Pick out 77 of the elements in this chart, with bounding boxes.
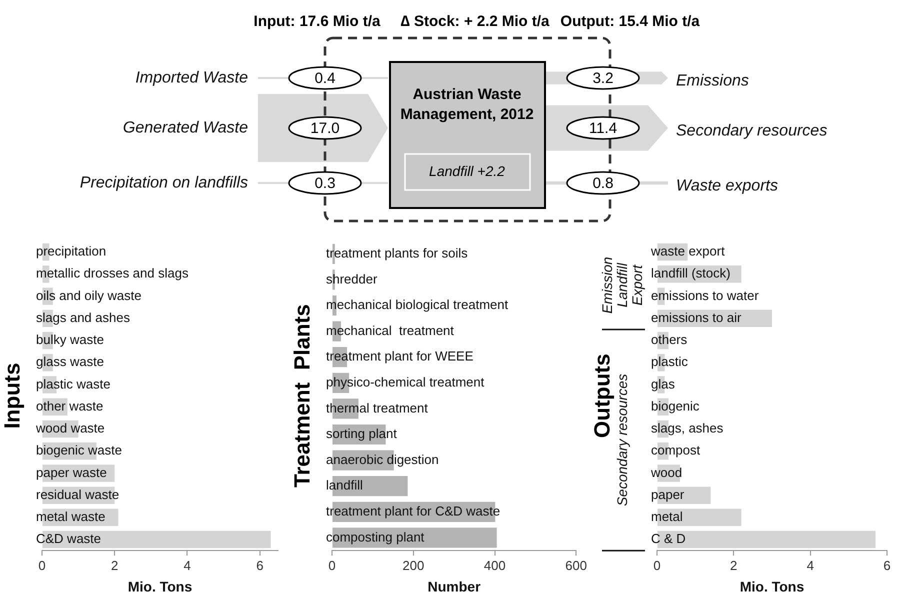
y-tick-label: slags, ashes bbox=[651, 420, 724, 436]
y-tick-label: metal bbox=[651, 509, 683, 524]
category-label: Emissions bbox=[676, 72, 749, 90]
y-tick-label: shredder bbox=[326, 271, 378, 286]
x-tick-label: 4 bbox=[184, 558, 191, 573]
y-tick-label: wood bbox=[650, 464, 682, 480]
y-tick-label: plastic bbox=[651, 354, 688, 370]
y-tick-label: compost bbox=[651, 442, 701, 458]
y-axis-title: Inputs bbox=[0, 362, 24, 429]
x-axis-title: Number bbox=[428, 578, 482, 594]
x-tick-label: 4 bbox=[806, 558, 814, 573]
x-tick-label: 400 bbox=[484, 558, 506, 573]
category-label: Precipitation on landfills bbox=[80, 174, 248, 192]
y-tick-label: C&D waste bbox=[36, 531, 102, 546]
x-tick-label: 6 bbox=[256, 558, 264, 573]
y-tick-label: emissions to air bbox=[651, 310, 742, 325]
y-tick-label: treatment plants for soils bbox=[326, 245, 468, 260]
data-label: 0.8 bbox=[592, 175, 614, 192]
x-tick-label: 2 bbox=[730, 558, 738, 573]
y-tick-label: glass waste bbox=[36, 354, 104, 370]
y-tick-label: sorting plant bbox=[326, 426, 398, 442]
text: Landfill +2.2 bbox=[429, 162, 506, 179]
category-label: Secondary resources bbox=[676, 122, 828, 140]
y-tick-label: paper waste bbox=[36, 464, 107, 480]
y-tick-label: oils and oily waste bbox=[36, 288, 142, 303]
x-tick-label: 0 bbox=[653, 558, 661, 573]
x-tick-label: 6 bbox=[883, 558, 891, 573]
category-label: Generated Waste bbox=[122, 119, 248, 136]
y-tick-label: treatment plant for C&D waste bbox=[326, 503, 500, 518]
data-label: 3.2 bbox=[592, 70, 614, 88]
x-axis-title: Mio. Tons bbox=[128, 578, 192, 594]
text: Austrian Waste Management, 2012 bbox=[400, 86, 534, 124]
y-tick-label: mechanical treatment bbox=[326, 322, 454, 338]
text: Emission Landfill Export bbox=[598, 256, 645, 314]
y-tick-label: anaerobic digestion bbox=[326, 452, 439, 467]
x-tick-label: 600 bbox=[565, 558, 588, 573]
y-tick-label: glas bbox=[651, 376, 676, 392]
y-tick-label: composting plant bbox=[326, 529, 425, 544]
y-tick-label: other waste bbox=[36, 398, 104, 414]
y-tick-label: landfill (stock) bbox=[651, 266, 730, 281]
category-label: Waste exports bbox=[676, 177, 778, 194]
y-tick-label: others bbox=[651, 332, 688, 348]
y-axis-title: Treatment Plants bbox=[289, 304, 314, 488]
text: Output: 15.4 Mio t/a bbox=[560, 13, 700, 30]
category-label: Imported Waste bbox=[135, 69, 248, 86]
y-tick-label: slags and ashes bbox=[36, 310, 130, 325]
data-label: 17.0 bbox=[310, 120, 340, 138]
x-axis-title: Mio. Tons bbox=[740, 578, 804, 594]
y-tick-label: thermal treatment bbox=[326, 400, 428, 416]
text: Input: 17.6 Mio t/a bbox=[254, 13, 381, 30]
y-tick-label: treatment plant for WEEE bbox=[326, 348, 474, 364]
y-tick-label: emissions to water bbox=[651, 288, 760, 303]
y-tick-label: waste export bbox=[650, 244, 726, 259]
text: ∆ Stock: + 2.2 Mio t/a bbox=[400, 13, 550, 30]
y-tick-label: plastic waste bbox=[36, 376, 110, 392]
y-tick-label: physico-chemical treatment bbox=[326, 374, 485, 390]
y-tick-label: precipitation bbox=[36, 244, 106, 259]
text: Secondary resources bbox=[614, 374, 630, 506]
y-tick-label: metallic drosses and slags bbox=[36, 266, 189, 281]
x-tick-label: 0 bbox=[38, 558, 46, 573]
y-tick-label: mechanical biological treatment bbox=[326, 297, 508, 312]
y-tick-label: landfill bbox=[326, 478, 363, 493]
y-tick-label: biogenic bbox=[651, 398, 700, 414]
x-tick-label: 200 bbox=[402, 558, 424, 573]
y-tick-label: bulky waste bbox=[36, 332, 104, 348]
y-tick-label: metal waste bbox=[36, 509, 106, 524]
y-tick-label: biogenic waste bbox=[36, 442, 122, 458]
x-tick-label: 0 bbox=[328, 558, 336, 573]
y-tick-label: wood waste bbox=[35, 420, 105, 436]
y-axis-title: Outputs bbox=[589, 354, 614, 438]
data-label: 11.4 bbox=[588, 120, 618, 138]
x-tick-label: 2 bbox=[111, 558, 118, 573]
y-tick-label: paper bbox=[651, 486, 685, 502]
y-tick-label: C & D bbox=[651, 531, 686, 546]
data-label: 0.3 bbox=[314, 175, 336, 192]
y-tick-label: residual waste bbox=[36, 486, 120, 502]
data-label: 0.4 bbox=[314, 70, 336, 88]
